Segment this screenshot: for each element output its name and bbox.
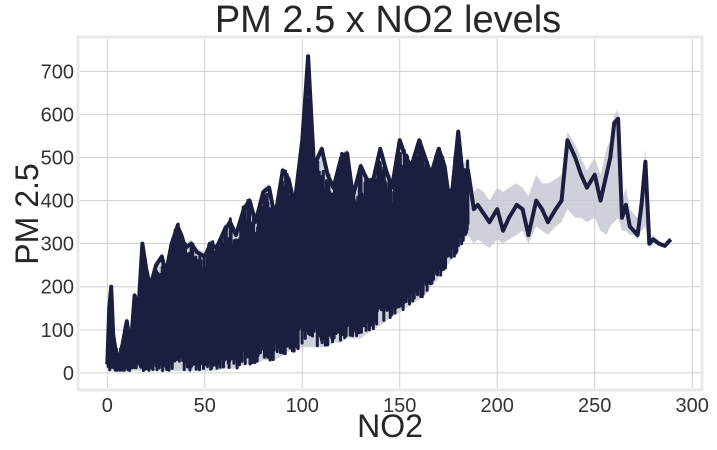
x-tick-label: 200 xyxy=(481,395,514,417)
x-axis-label: NO2 xyxy=(357,408,423,444)
series-line xyxy=(105,54,673,365)
y-tick-label: 300 xyxy=(41,234,74,256)
y-tick-label: 200 xyxy=(41,277,74,299)
y-tick-label: 500 xyxy=(41,147,74,169)
x-tick-label: 250 xyxy=(578,395,611,417)
y-tick-label: 400 xyxy=(41,191,74,213)
y-tick-label: 100 xyxy=(41,320,74,342)
y-tick-label: 600 xyxy=(41,104,74,126)
dense-series-region xyxy=(105,71,470,373)
dense-line xyxy=(105,71,470,373)
x-tick-labels: 0 50 100 150 200 250 300 xyxy=(102,395,709,417)
y-tick-label: 700 xyxy=(41,61,74,83)
x-tick-label: 100 xyxy=(286,395,319,417)
y-tick-labels: 0 100 200 300 400 500 600 700 xyxy=(41,61,74,385)
x-tick-label: 50 xyxy=(194,395,216,417)
x-tick-label: 0 xyxy=(102,395,113,417)
y-axis-label: PM 2.5 xyxy=(9,163,45,264)
mean-line xyxy=(105,54,673,365)
x-tick-label: 150 xyxy=(383,395,416,417)
chart-title: PM 2.5 x NO2 levels xyxy=(215,0,561,41)
x-tick-label: 300 xyxy=(676,395,709,417)
y-tick-label: 0 xyxy=(63,363,74,385)
